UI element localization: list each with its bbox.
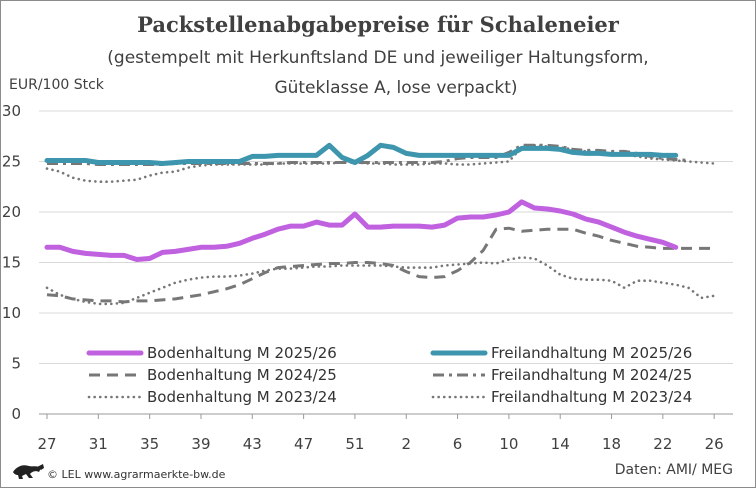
- x-tick-label: 31: [89, 435, 108, 453]
- y-tick-label: 0: [11, 405, 21, 423]
- x-tick-label: 6: [453, 435, 463, 453]
- x-tick-label: 18: [602, 435, 621, 453]
- series-line-bodenhaltung-m-2024-25: [46, 226, 715, 304]
- x-tick-label: 22: [653, 435, 672, 453]
- y-tick-label: 15: [2, 254, 21, 272]
- legend-label: Bodenhaltung M 2023/24: [147, 388, 337, 406]
- legend: Bodenhaltung M 2025/26 Freilandhaltung M …: [86, 344, 692, 406]
- chart-subtitle-line-1: (gestempelt mit Herkunftsland DE und jew…: [107, 48, 648, 68]
- legend-label: Freilandhaltung M 2025/26: [491, 344, 692, 362]
- x-tick-label: 35: [140, 435, 159, 453]
- y-tick-label: 25: [2, 153, 21, 171]
- series-lines: [44, 142, 716, 306]
- x-tick-label: 39: [191, 435, 210, 453]
- x-tick-label: 10: [499, 435, 518, 453]
- x-tick-label: 14: [551, 435, 570, 453]
- chart-title: Packstellenabgabepreise für Schaleneier: [137, 12, 620, 37]
- series-line-freilandhaltung-m-2025-26: [44, 142, 679, 166]
- legend-label: Bodenhaltung M 2025/26: [147, 344, 337, 362]
- y-tick-label: 10: [2, 304, 21, 322]
- y-tick-label: 20: [2, 203, 21, 221]
- y-tick-label: 30: [2, 102, 21, 120]
- x-tick-label: 43: [243, 435, 262, 453]
- lion-logo-icon: [13, 464, 44, 479]
- footer: © LEL www.agrarmaerkte-bw.de Daten: AMI/…: [13, 462, 733, 481]
- x-tick-label: 26: [705, 435, 724, 453]
- footer-source: Daten: AMI/ MEG: [615, 462, 733, 478]
- y-axis-label: EUR/100 Stck: [9, 77, 105, 93]
- series-line-bodenhaltung-m-2025-26: [44, 199, 679, 262]
- footer-credit: © LEL www.agrarmaerkte-bw.de: [47, 468, 226, 481]
- legend-label: Freilandhaltung M 2024/25: [491, 366, 692, 384]
- x-tick-label: 2: [401, 435, 411, 453]
- x-tick-label: 27: [37, 435, 56, 453]
- x-tick-labels: 27 31 35 39 43 47 51 2 6 10 14 18 22 26: [37, 414, 724, 453]
- legend-label: Freilandhaltung M 2023/24: [491, 388, 692, 406]
- legend-label: Bodenhaltung M 2024/25: [147, 366, 337, 384]
- series-line-bodenhaltung-m-2023-24: [45, 256, 716, 306]
- y-tick-labels: 0 5 10 15 20 25 30: [2, 102, 21, 423]
- chart-subtitle-line-2: Güteklasse A, lose verpackt): [274, 78, 517, 98]
- x-tick-label: 47: [294, 435, 313, 453]
- x-tick-label: 51: [345, 435, 364, 453]
- y-tick-label: 5: [11, 355, 21, 373]
